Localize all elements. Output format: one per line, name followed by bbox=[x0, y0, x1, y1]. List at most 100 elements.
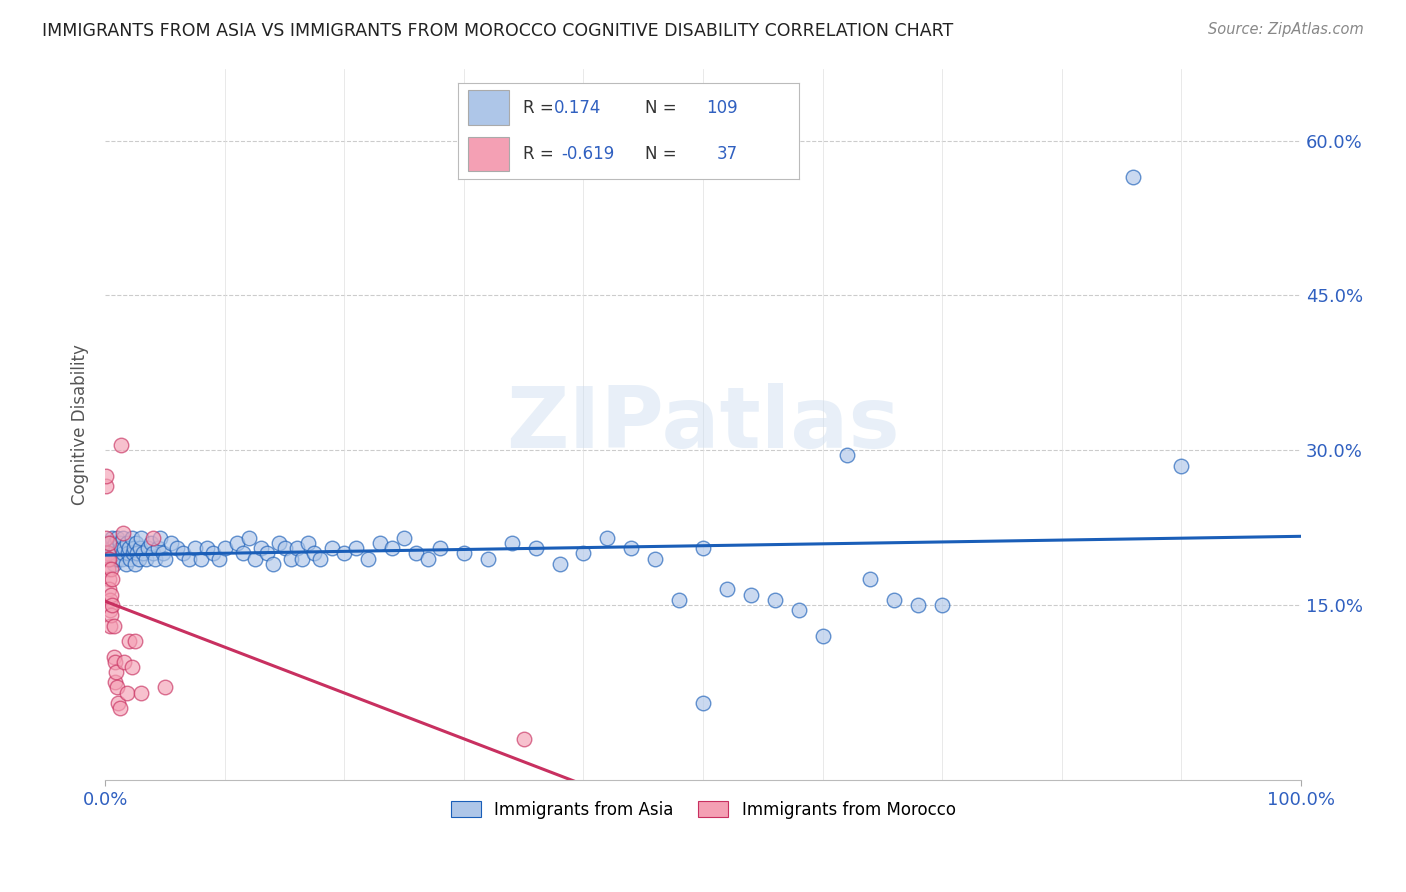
Point bbox=[104, 675, 127, 690]
Point bbox=[111, 551, 134, 566]
Point bbox=[129, 685, 152, 699]
Point bbox=[225, 536, 247, 550]
Point bbox=[297, 536, 319, 550]
Point bbox=[96, 469, 118, 483]
Point bbox=[132, 546, 155, 560]
Point bbox=[859, 572, 882, 586]
Point bbox=[668, 592, 690, 607]
Point bbox=[101, 531, 124, 545]
Point bbox=[291, 551, 314, 566]
Point bbox=[112, 531, 135, 545]
Point bbox=[98, 603, 121, 617]
Point bbox=[103, 618, 125, 632]
Text: IMMIGRANTS FROM ASIA VS IMMIGRANTS FROM MOROCCO COGNITIVE DISABILITY CORRELATION: IMMIGRANTS FROM ASIA VS IMMIGRANTS FROM … bbox=[42, 22, 953, 40]
Point bbox=[115, 685, 138, 699]
Point bbox=[104, 546, 127, 560]
Point bbox=[501, 536, 523, 550]
Point bbox=[101, 572, 124, 586]
Point bbox=[596, 531, 619, 545]
Point bbox=[96, 531, 118, 545]
Point bbox=[267, 536, 290, 550]
Point bbox=[195, 541, 218, 556]
Point bbox=[97, 551, 120, 566]
Point bbox=[104, 551, 127, 566]
Point bbox=[787, 603, 810, 617]
Point bbox=[368, 536, 391, 550]
Point bbox=[190, 551, 212, 566]
Point bbox=[105, 531, 128, 545]
Text: Source: ZipAtlas.com: Source: ZipAtlas.com bbox=[1208, 22, 1364, 37]
Point bbox=[740, 588, 762, 602]
Point bbox=[135, 551, 157, 566]
Point bbox=[96, 546, 118, 560]
Point bbox=[100, 551, 122, 566]
Point bbox=[98, 541, 121, 556]
Point bbox=[108, 701, 131, 715]
Point bbox=[98, 546, 121, 560]
Point bbox=[273, 541, 295, 556]
Point bbox=[121, 546, 143, 560]
Point bbox=[105, 546, 128, 560]
Point bbox=[97, 551, 120, 566]
Point bbox=[907, 598, 929, 612]
Point bbox=[104, 541, 127, 556]
Point bbox=[139, 536, 162, 550]
Point bbox=[97, 546, 120, 560]
Point bbox=[98, 618, 121, 632]
Point bbox=[118, 541, 141, 556]
Point bbox=[117, 546, 139, 560]
Point bbox=[477, 551, 499, 566]
Point bbox=[124, 557, 146, 571]
Point bbox=[97, 562, 120, 576]
Point bbox=[256, 546, 278, 560]
Point bbox=[122, 541, 145, 556]
Point bbox=[811, 629, 834, 643]
Point bbox=[416, 551, 439, 566]
Point bbox=[118, 634, 141, 648]
Point bbox=[108, 536, 131, 550]
Y-axis label: Cognitive Disability: Cognitive Disability bbox=[72, 344, 89, 505]
Point bbox=[160, 536, 183, 550]
Point bbox=[107, 696, 129, 710]
Point bbox=[112, 525, 135, 540]
Point bbox=[127, 546, 149, 560]
Point bbox=[262, 557, 284, 571]
Point bbox=[153, 681, 176, 695]
Point bbox=[153, 551, 176, 566]
Point bbox=[104, 665, 127, 679]
Point bbox=[238, 531, 260, 545]
Point bbox=[128, 551, 150, 566]
Text: ZIPatlas: ZIPatlas bbox=[506, 383, 900, 466]
Point bbox=[309, 551, 332, 566]
Point bbox=[644, 551, 666, 566]
Point bbox=[177, 551, 200, 566]
Point bbox=[110, 541, 132, 556]
Point bbox=[128, 541, 150, 556]
Point bbox=[392, 531, 415, 545]
Point bbox=[357, 551, 380, 566]
Point bbox=[124, 634, 146, 648]
Point bbox=[97, 551, 120, 566]
Point bbox=[166, 541, 188, 556]
Point bbox=[103, 649, 125, 664]
Point bbox=[572, 546, 595, 560]
Point bbox=[112, 541, 135, 556]
Point bbox=[107, 551, 129, 566]
Legend: Immigrants from Asia, Immigrants from Morocco: Immigrants from Asia, Immigrants from Mo… bbox=[444, 794, 962, 825]
Point bbox=[142, 546, 165, 560]
Point bbox=[129, 531, 152, 545]
Point bbox=[429, 541, 451, 556]
Point bbox=[883, 592, 905, 607]
Point bbox=[512, 732, 534, 747]
Point bbox=[405, 546, 427, 560]
Point bbox=[304, 546, 326, 560]
Point bbox=[97, 536, 120, 550]
Point bbox=[548, 557, 571, 571]
Point bbox=[125, 536, 148, 550]
Point bbox=[103, 546, 125, 560]
Point bbox=[100, 608, 122, 623]
Point bbox=[115, 536, 138, 550]
Point bbox=[110, 438, 132, 452]
Point bbox=[692, 696, 714, 710]
Point bbox=[381, 541, 404, 556]
